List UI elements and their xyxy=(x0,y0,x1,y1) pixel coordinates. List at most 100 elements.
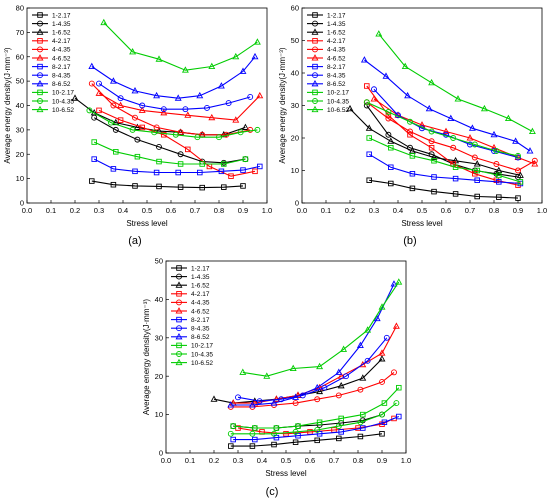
y-tick-label: 0 xyxy=(159,449,163,458)
data-point xyxy=(256,398,263,405)
legend-item: 1-2.17 xyxy=(171,265,210,272)
data-point xyxy=(230,436,236,443)
data-point xyxy=(404,91,412,99)
data-point xyxy=(292,439,299,445)
legend-item: 1-4.35 xyxy=(171,273,210,281)
x-tick-label: 0.1 xyxy=(321,206,331,215)
legend-marker xyxy=(311,79,319,87)
data-point xyxy=(254,126,261,133)
legend-item: 8-6.52 xyxy=(171,332,210,341)
data-point xyxy=(270,399,278,406)
legend: 1-2.17 1-4.35 1-6.524-2.17 4-4.354-6.52 8-2.… xyxy=(171,265,213,367)
legend-marker xyxy=(36,54,44,61)
data-point xyxy=(172,131,179,138)
y-tick-label: 60 xyxy=(291,4,299,13)
x-axis-label: Stress level xyxy=(126,219,168,228)
data-point xyxy=(160,108,168,116)
series-8-6.52 xyxy=(227,280,398,408)
data-point xyxy=(375,30,383,37)
legend-label: 1-2.17 xyxy=(327,12,346,19)
data-point xyxy=(249,430,256,437)
legend-item: 10-4.35 xyxy=(307,98,349,105)
data-point xyxy=(392,322,400,329)
legend-label: 10-2.17 xyxy=(52,90,74,97)
data-point xyxy=(292,393,300,400)
data-point xyxy=(346,104,354,112)
data-point xyxy=(91,156,97,162)
data-point xyxy=(360,411,366,418)
legend-marker xyxy=(312,38,318,44)
x-tick-label: 0.2 xyxy=(345,206,355,215)
data-point xyxy=(257,163,263,170)
legend-item: 10-6.52 xyxy=(307,105,349,114)
legend-marker xyxy=(37,98,43,104)
data-point xyxy=(378,303,386,310)
legend-label: 10-2.17 xyxy=(327,90,349,97)
x-tick-label: 0.3 xyxy=(369,206,379,215)
data-point xyxy=(252,168,258,175)
data-point xyxy=(365,124,373,131)
series-line xyxy=(230,402,397,435)
legend-marker xyxy=(37,20,43,27)
data-point xyxy=(450,144,457,151)
data-point xyxy=(474,177,480,183)
legend-marker xyxy=(36,28,44,35)
x-tick-label: 0.4 xyxy=(393,206,403,215)
data-point xyxy=(495,166,503,174)
data-point xyxy=(221,184,227,190)
legend-item: 1-6.52 xyxy=(307,28,346,37)
data-point xyxy=(387,137,395,144)
legend-item: 1-4.35 xyxy=(32,20,71,28)
data-point xyxy=(357,433,364,440)
y-tick-label: 40 xyxy=(155,295,163,304)
series-line xyxy=(242,281,400,377)
data-point xyxy=(366,177,372,183)
data-point xyxy=(252,425,258,431)
data-point xyxy=(241,123,249,130)
series-4-4.35 xyxy=(363,99,538,174)
legend-item: 10-4.35 xyxy=(171,351,213,358)
data-point xyxy=(91,114,98,121)
data-point xyxy=(110,102,117,109)
legend-marker xyxy=(176,325,182,332)
legend-marker xyxy=(175,307,183,314)
data-point xyxy=(447,114,455,122)
legend-label: 8-2.17 xyxy=(52,64,71,71)
data-point xyxy=(131,87,139,94)
data-point xyxy=(383,334,390,341)
data-point xyxy=(360,56,368,63)
data-point xyxy=(155,55,163,62)
data-point xyxy=(117,95,124,102)
data-point xyxy=(181,66,189,73)
x-tick-label: 1.0 xyxy=(537,206,547,215)
legend-item: 8-2.17 xyxy=(32,63,71,71)
data-point xyxy=(385,112,392,118)
data-point xyxy=(379,379,385,385)
data-point xyxy=(466,134,474,141)
data-point xyxy=(366,135,372,141)
data-point xyxy=(204,104,210,111)
data-point xyxy=(249,443,256,449)
x-tick-label: 0.6 xyxy=(305,456,315,465)
series-4-6.52 xyxy=(95,89,264,123)
legend-label: 10-4.35 xyxy=(191,351,213,358)
legend-label: 8-2.17 xyxy=(327,64,346,71)
legend-item: 10-6.52 xyxy=(32,105,74,114)
data-point xyxy=(177,184,184,190)
legend-label: 4-4.35 xyxy=(327,47,346,54)
data-point xyxy=(185,146,191,153)
data-point xyxy=(239,368,247,375)
data-point xyxy=(357,386,364,393)
data-point xyxy=(316,387,324,395)
series-line xyxy=(103,22,258,71)
chart-panel-3: 0.0 0.1 0.2 0.3 0.4 0.5 0.6 0.7 0.8 0.9 1.0 0 10 20 30… xyxy=(142,257,411,498)
legend-item: 4-2.17 xyxy=(307,38,346,45)
panel-label: (c) xyxy=(266,486,279,498)
series-line xyxy=(378,33,533,132)
data-point xyxy=(496,179,502,185)
legend-marker xyxy=(312,46,318,53)
legend-marker xyxy=(37,63,43,70)
data-point xyxy=(221,161,227,167)
data-point xyxy=(248,401,256,408)
